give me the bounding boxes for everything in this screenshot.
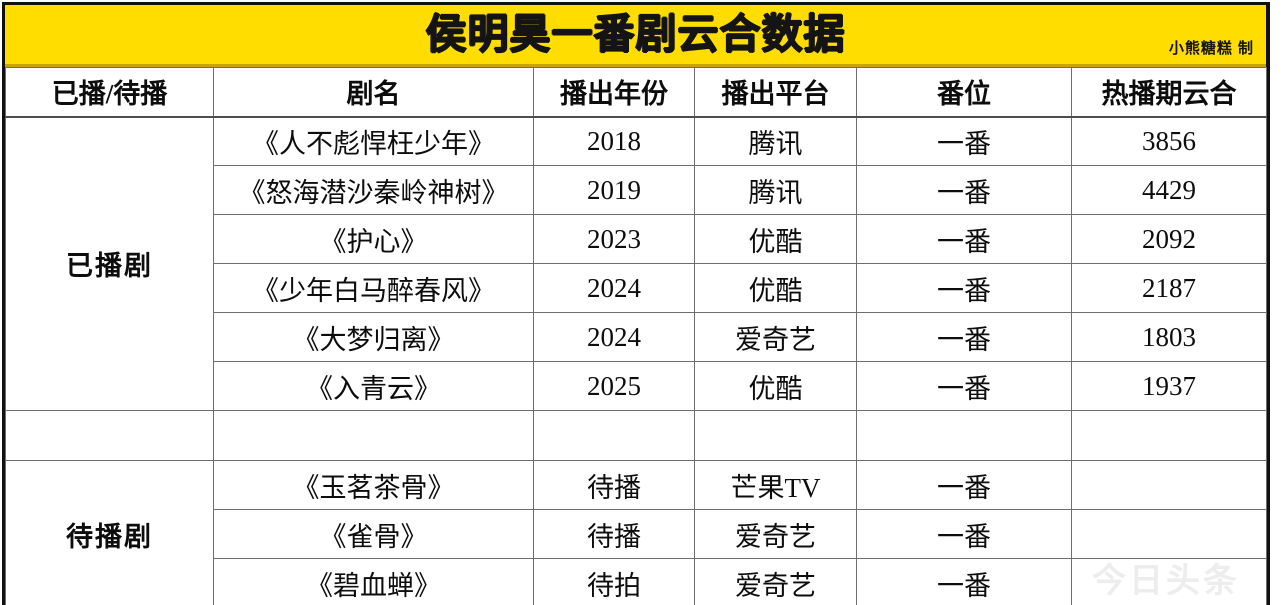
yunhe-value-cell: 2187 [1071, 263, 1267, 313]
table-row: 《入青云》 2025 优酷 一番 1937 [6, 361, 1267, 411]
rank-cell: 一番 [856, 214, 1072, 264]
drama-name-cell: 《雀骨》 [213, 509, 534, 559]
platform-cell [694, 410, 857, 461]
air-year-cell: 待播 [533, 460, 695, 510]
category-cell: 待播剧 [5, 460, 214, 605]
air-year-cell: 2019 [533, 165, 695, 215]
air-year-cell: 2024 [533, 312, 695, 362]
table-header-row: 已播/待播 剧名 播出年份 播出平台 番位 热播期云合 [5, 67, 1267, 118]
column-header-name: 剧名 [213, 67, 534, 118]
table-body: 已播剧 《人不彪悍枉少年》 2018 腾讯 一番 3856 《怒海潜沙秦岭神树》 2019 腾讯… [5, 116, 1267, 605]
column-header-platform: 播出平台 [694, 67, 857, 118]
column-header-year: 播出年份 [533, 67, 695, 118]
platform-cell: 爱奇艺 [694, 509, 857, 559]
table-row: 已播剧 《人不彪悍枉少年》 2018 腾讯 一番 3856 [5, 116, 1267, 411]
rank-cell: 一番 [856, 558, 1072, 605]
column-header-rank: 番位 [856, 67, 1072, 118]
drama-name-cell: 《碧血蝉》 [213, 558, 534, 605]
platform-cell: 优酷 [694, 263, 857, 313]
rank-cell: 一番 [856, 116, 1072, 166]
rank-cell: 一番 [856, 509, 1072, 559]
table-row: 《雀骨》 待播 爱奇艺 一番 [6, 509, 1267, 559]
yunhe-value-cell: 2092 [1071, 214, 1267, 264]
yunhe-value-cell: 1937 [1071, 361, 1267, 411]
rank-cell: 一番 [856, 312, 1072, 362]
drama-name-cell [213, 410, 534, 461]
air-year-cell: 待拍 [533, 558, 695, 605]
air-year-cell: 2025 [533, 361, 695, 411]
platform-cell: 芒果TV [694, 460, 857, 510]
air-year-cell: 2023 [533, 214, 695, 264]
yunhe-value-cell: 3856 [1071, 116, 1267, 166]
drama-name-cell: 《怒海潜沙秦岭神树》 [213, 165, 534, 215]
column-header-status: 已播/待播 [5, 67, 214, 118]
platform-cell: 爱奇艺 [694, 312, 857, 362]
drama-name-cell: 《人不彪悍枉少年》 [213, 116, 534, 166]
title-banner: 侯明昊一番剧云合数据 小熊糖糕 制 [5, 5, 1266, 67]
table-row: 《护心》 2023 优酷 一番 2092 [6, 214, 1267, 264]
rank-cell: 一番 [856, 361, 1072, 411]
table-row: 《大梦归离》 2024 爱奇艺 一番 1803 [6, 312, 1267, 362]
table-spacer-row [5, 410, 1267, 461]
drama-name-cell: 《玉茗茶骨》 [213, 460, 534, 510]
rank-cell: 一番 [856, 263, 1072, 313]
platform-cell: 优酷 [694, 214, 857, 264]
platform-cell: 腾讯 [694, 165, 857, 215]
yunhe-value-cell [1071, 509, 1267, 559]
yunhe-value-cell [1071, 460, 1267, 510]
yunhe-value-cell [1071, 558, 1267, 605]
drama-name-cell: 《少年白马醉春风》 [213, 263, 534, 313]
yunhe-value-cell: 4429 [1071, 165, 1267, 215]
rank-cell: 一番 [856, 165, 1072, 215]
drama-name-cell: 《入青云》 [213, 361, 534, 411]
drama-name-cell: 《护心》 [213, 214, 534, 264]
rank-cell [856, 410, 1072, 461]
air-year-cell [533, 410, 695, 461]
air-year-cell: 2024 [533, 263, 695, 313]
drama-data-table: 已播/待播 剧名 播出年份 播出平台 番位 热播期云合 已播剧 《人不彪悍枉少年》… [5, 67, 1267, 605]
category-cell: 已播剧 [5, 116, 214, 411]
column-header-yunhe: 热播期云合 [1071, 67, 1267, 118]
table-row: 《碧血蝉》 待拍 爱奇艺 一番 [6, 558, 1267, 605]
table-row: 待播剧 《玉茗茶骨》 待播 芒果TV 一番 [5, 460, 1267, 605]
category-spacer-cell [5, 410, 214, 461]
drama-name-cell: 《大梦归离》 [213, 312, 534, 362]
author-credit: 小熊糖糕 制 [1168, 40, 1254, 57]
platform-cell: 优酷 [694, 361, 857, 411]
rank-cell: 一番 [856, 460, 1072, 510]
platform-cell: 爱奇艺 [694, 558, 857, 605]
platform-cell: 腾讯 [694, 116, 857, 166]
page-title: 侯明昊一番剧云合数据 [425, 11, 846, 57]
air-year-cell: 2018 [533, 116, 695, 166]
yunhe-value-cell: 1803 [1071, 312, 1267, 362]
air-year-cell: 待播 [533, 509, 695, 559]
table-row: 《怒海潜沙秦岭神树》 2019 腾讯 一番 4429 [6, 165, 1267, 215]
yunhe-value-cell [1071, 410, 1267, 461]
